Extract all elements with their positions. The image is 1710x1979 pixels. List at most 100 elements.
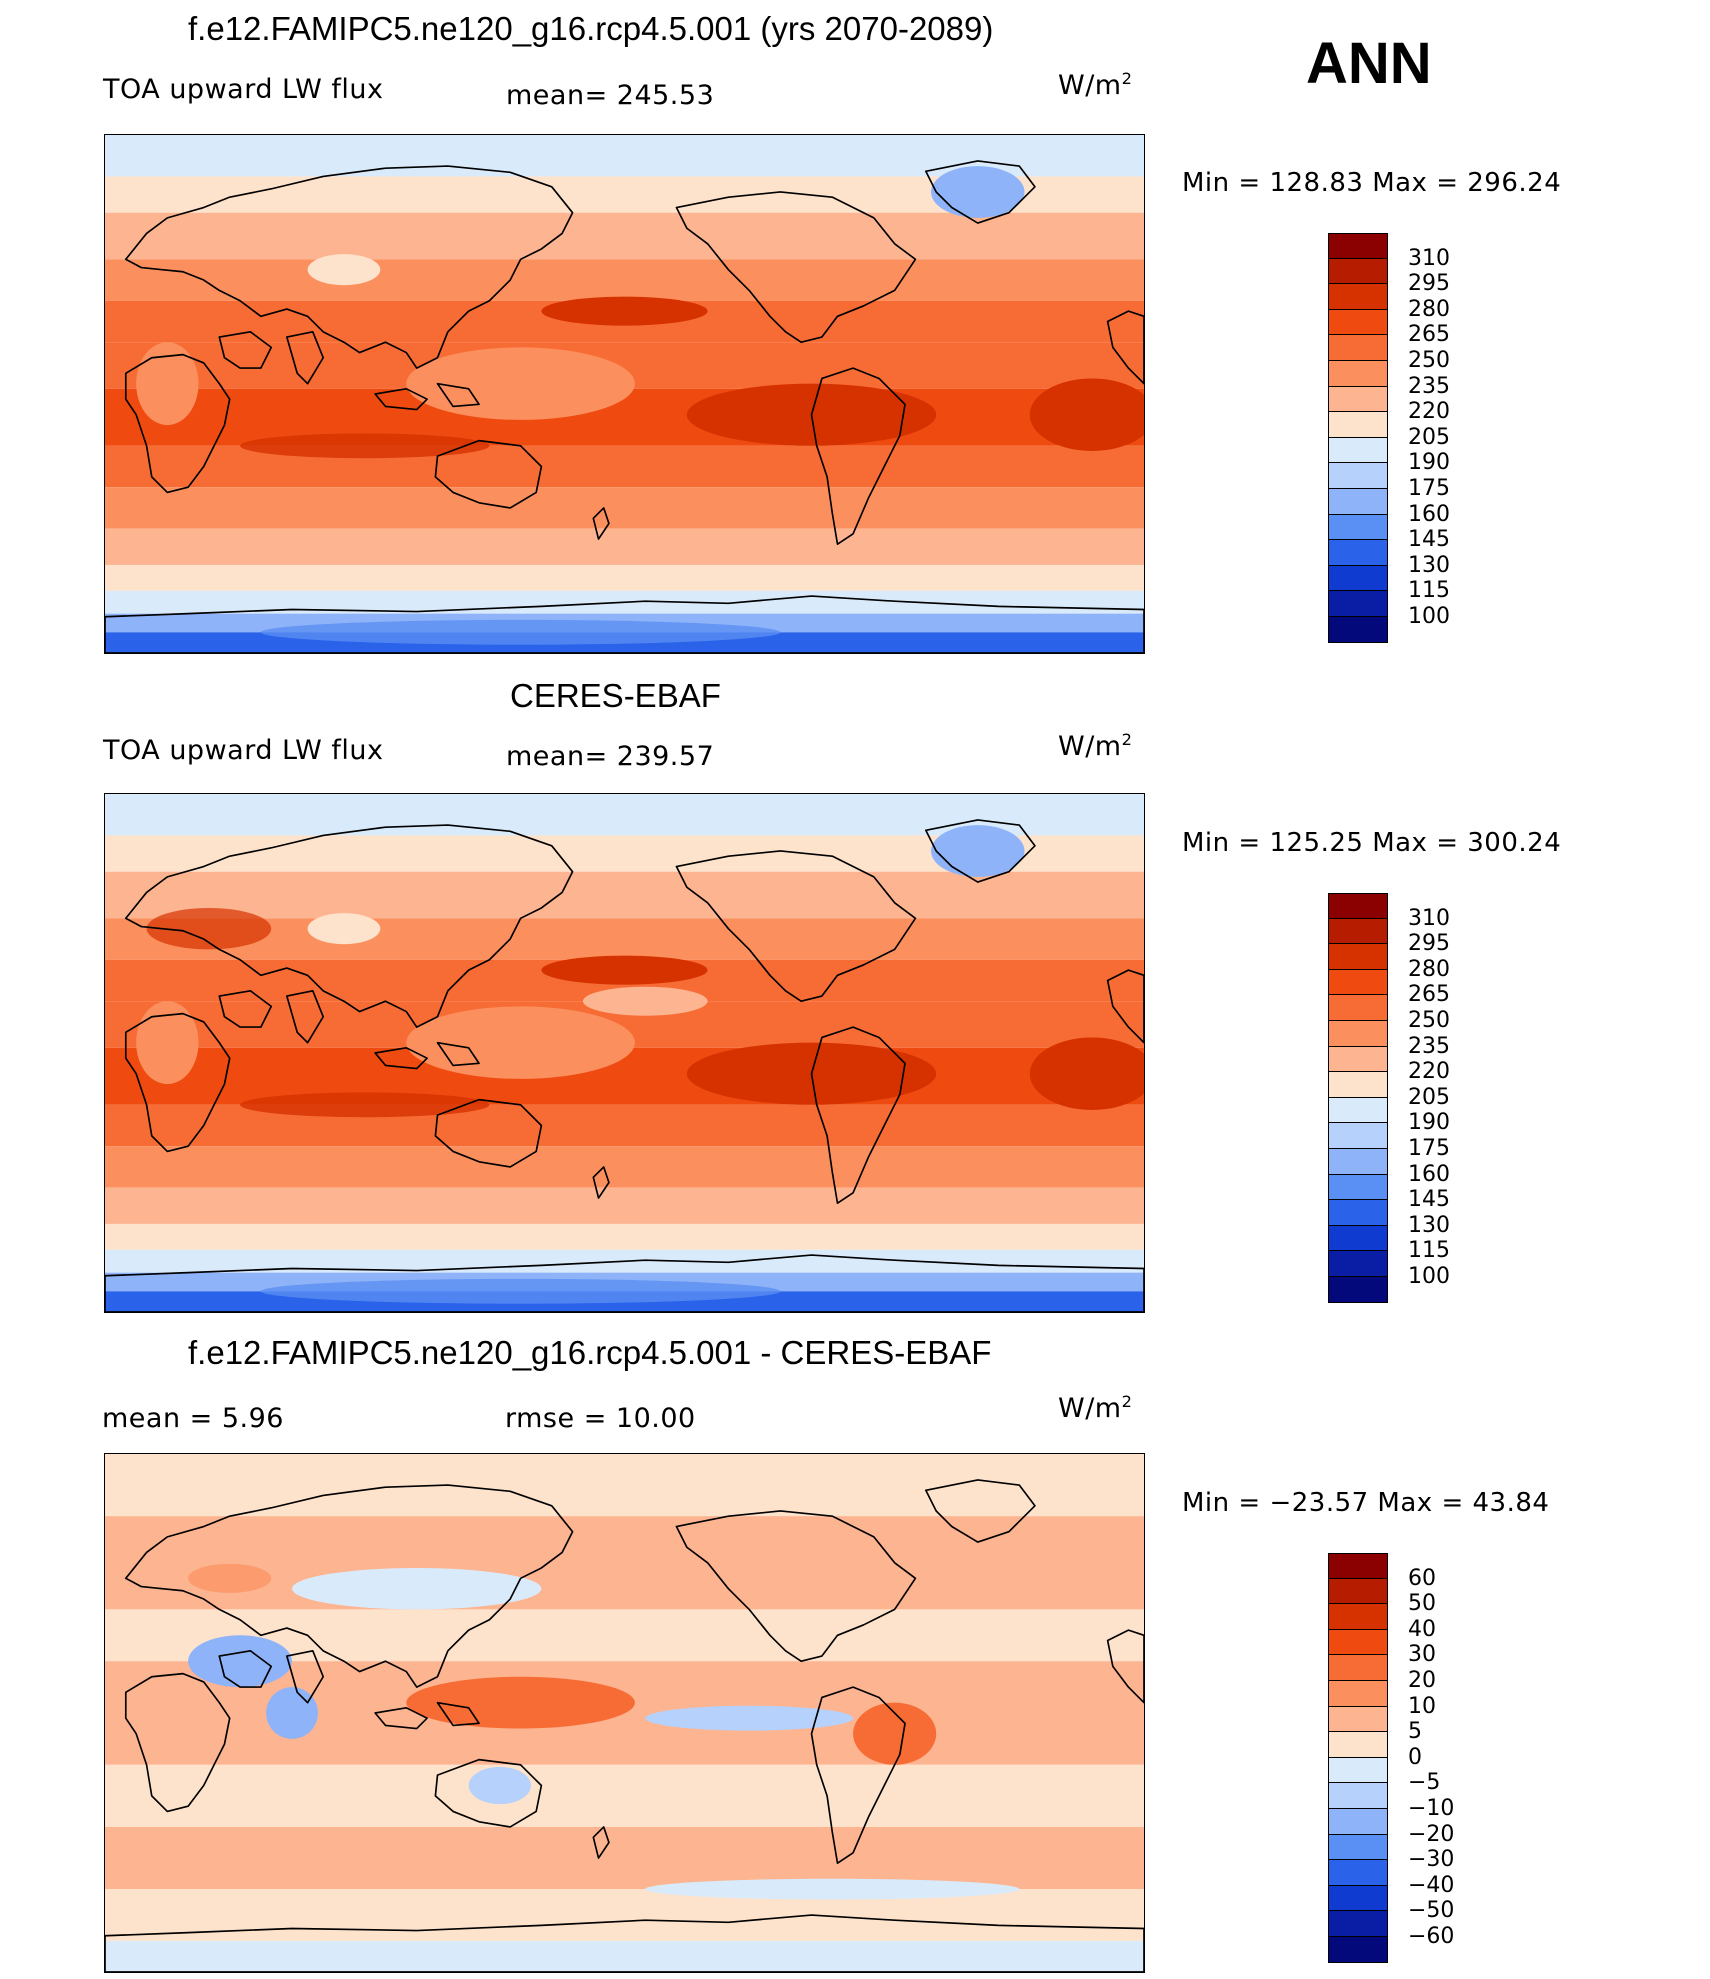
colorbar-swatch bbox=[1328, 1553, 1388, 1579]
map-frame bbox=[104, 1453, 1145, 1973]
variable-label: TOA upward LW flux bbox=[103, 74, 384, 105]
colorbar-tick-label: 265 bbox=[1408, 982, 1450, 1008]
colorbar-tick-label: −10 bbox=[1408, 1796, 1455, 1821]
colorbar-swatch bbox=[1328, 335, 1388, 361]
colorbar-swatch bbox=[1328, 969, 1388, 996]
mean-label: mean= 245.53 bbox=[506, 80, 715, 111]
colorbar-swatch bbox=[1328, 1937, 1388, 1963]
colorbar-swatch bbox=[1328, 1046, 1388, 1073]
field-layer bbox=[105, 1454, 1144, 1972]
colorbar-tick-label: 50 bbox=[1408, 1591, 1436, 1617]
coastlines bbox=[105, 1479, 1144, 1972]
colorbar-tick-label: 0 bbox=[1408, 1744, 1422, 1770]
field-layer bbox=[105, 135, 1144, 653]
colorbar-swatch bbox=[1328, 1097, 1388, 1124]
colorbar-swatch bbox=[1328, 233, 1388, 259]
colorbar-swatch bbox=[1328, 1149, 1388, 1175]
colorbar-tick-label: 220 bbox=[1408, 399, 1450, 425]
colorbar-tick-label: −20 bbox=[1408, 1821, 1455, 1847]
colorbar-swatch bbox=[1328, 284, 1388, 310]
colorbar-tick-label: 5 bbox=[1408, 1719, 1422, 1745]
colorbar-swatch bbox=[1328, 1834, 1388, 1861]
colorbar-tick-label: 20 bbox=[1408, 1668, 1436, 1693]
colorbar-swatch bbox=[1328, 617, 1388, 643]
colorbar-swatch bbox=[1328, 412, 1388, 438]
map-frame bbox=[104, 134, 1145, 654]
mean-label: mean= 239.57 bbox=[506, 741, 715, 772]
colorbar-swatch bbox=[1328, 1706, 1388, 1733]
colorbar-tick-label: 205 bbox=[1408, 1084, 1450, 1110]
min-max-label: Min = −23.57 Max = 43.84 bbox=[1182, 1488, 1550, 1518]
colorbar-swatch bbox=[1328, 437, 1388, 464]
colorbar-swatch bbox=[1328, 1911, 1388, 1937]
colorbar-tick-label: 310 bbox=[1408, 245, 1450, 271]
colorbar-swatch bbox=[1328, 1277, 1388, 1303]
field-layer bbox=[105, 794, 1144, 1312]
colorbar-tick-label: 220 bbox=[1408, 1059, 1450, 1085]
colorbar-tick-label: 145 bbox=[1408, 527, 1450, 553]
colorbar-tick-label: 175 bbox=[1408, 1136, 1450, 1161]
colorbar-tick-label: 160 bbox=[1408, 501, 1450, 527]
colorbar-swatch bbox=[1328, 1123, 1388, 1149]
colorbar-tick-label: 60 bbox=[1408, 1565, 1436, 1591]
colorbar-tick-label: 250 bbox=[1408, 1008, 1450, 1033]
colorbar-swatch bbox=[1328, 565, 1388, 592]
coastlines bbox=[105, 160, 1144, 653]
colorbar-swatch bbox=[1328, 258, 1388, 285]
colorbar-swatch bbox=[1328, 1604, 1388, 1630]
world-map-field bbox=[105, 135, 1144, 653]
mean-label: mean = 5.96 bbox=[102, 1403, 284, 1434]
units-label: W/m2 bbox=[1058, 730, 1133, 762]
colorbar-swatch bbox=[1328, 1732, 1388, 1758]
colorbar-tick-label: 235 bbox=[1408, 1033, 1450, 1059]
coastlines bbox=[105, 819, 1144, 1312]
colorbar-tick-label: 310 bbox=[1408, 905, 1450, 931]
colorbar-tick-label: 190 bbox=[1408, 1110, 1450, 1136]
units-label: W/m2 bbox=[1058, 1392, 1133, 1424]
colorbar-tick-label: 295 bbox=[1408, 271, 1450, 297]
colorbar-swatch bbox=[1328, 1072, 1388, 1098]
colorbar-swatch bbox=[1328, 1251, 1388, 1277]
colorbar-tick-label: 250 bbox=[1408, 348, 1450, 373]
units-label: W/m2 bbox=[1058, 69, 1133, 101]
colorbar-swatch bbox=[1328, 1021, 1388, 1047]
colorbar-swatch bbox=[1328, 1225, 1388, 1252]
colorbar-tick-label: −60 bbox=[1408, 1924, 1455, 1949]
colorbar-tick-label: 295 bbox=[1408, 931, 1450, 957]
colorbar-tick-label: 265 bbox=[1408, 322, 1450, 348]
colorbar-swatch bbox=[1328, 309, 1388, 336]
colorbar-swatch bbox=[1328, 1885, 1388, 1912]
colorbar-swatch bbox=[1328, 995, 1388, 1021]
colorbar-swatch bbox=[1328, 361, 1388, 387]
colorbar-tick-label: 100 bbox=[1408, 604, 1450, 629]
colorbar-swatch bbox=[1328, 1578, 1388, 1605]
colorbar-tick-label: 280 bbox=[1408, 296, 1450, 322]
colorbar-tick-label: 115 bbox=[1408, 1238, 1450, 1264]
colorbar-swatch bbox=[1328, 1860, 1388, 1886]
colorbar-swatch bbox=[1328, 1783, 1388, 1809]
colorbar-tick-label: 30 bbox=[1408, 1642, 1436, 1668]
panel-title: f.e12.FAMIPC5.ne120_g16.rcp4.5.001 (yrs … bbox=[188, 10, 994, 47]
colorbar-tick-label: 280 bbox=[1408, 956, 1450, 982]
colorbar-tick-label: 10 bbox=[1408, 1693, 1436, 1719]
colorbar-tick-label: 115 bbox=[1408, 578, 1450, 604]
colorbar-swatch bbox=[1328, 944, 1388, 970]
min-max-label: Min = 125.25 Max = 300.24 bbox=[1182, 828, 1562, 858]
colorbar-swatch bbox=[1328, 1757, 1388, 1784]
colorbar-swatch bbox=[1328, 463, 1388, 489]
colorbar-tick-label: 145 bbox=[1408, 1187, 1450, 1213]
colorbar-swatch bbox=[1328, 893, 1388, 919]
colorbar-tick-label: 130 bbox=[1408, 552, 1450, 578]
colorbar-tick-label: 235 bbox=[1408, 373, 1450, 399]
colorbar-swatch bbox=[1328, 1174, 1388, 1201]
colorbar-swatch bbox=[1328, 1681, 1388, 1707]
panel-title: CERES-EBAF bbox=[510, 677, 721, 714]
min-max-label: Min = 128.83 Max = 296.24 bbox=[1182, 168, 1562, 198]
colorbar-tick-label: 160 bbox=[1408, 1161, 1450, 1187]
colorbar-swatch bbox=[1328, 1655, 1388, 1681]
colorbar-swatch bbox=[1328, 1629, 1388, 1656]
colorbar-swatch bbox=[1328, 918, 1388, 945]
colorbar-tick-label: −5 bbox=[1408, 1770, 1441, 1796]
colorbar-tick-label: 130 bbox=[1408, 1212, 1450, 1238]
colorbar-tick-label: −40 bbox=[1408, 1872, 1455, 1898]
